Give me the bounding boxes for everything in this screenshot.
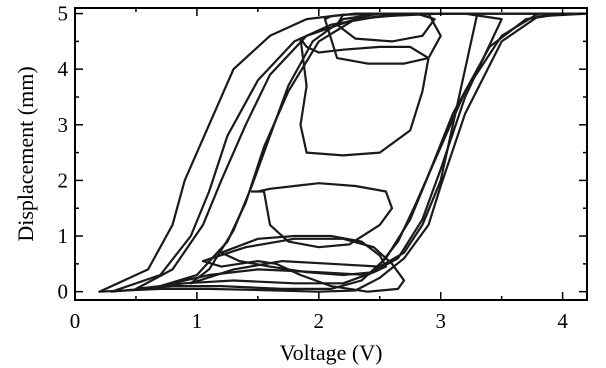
series-line-5: [189, 12, 479, 285]
series-line-3: [134, 12, 540, 290]
y-tick-label: 4: [58, 57, 69, 81]
y-tick-labels: 0 1 2 3 4 5: [58, 2, 69, 304]
series-line-8: [250, 182, 394, 249]
y-tick-label: 3: [58, 113, 69, 137]
x-tick-label: 0: [70, 309, 81, 333]
x-tick-label: 4: [557, 309, 568, 333]
x-tick-label: 3: [435, 309, 446, 333]
series-line-11: [336, 12, 436, 43]
axis-ticks: [74, 8, 587, 300]
series-line-1: [98, 12, 589, 293]
y-tick-label: 0: [58, 280, 69, 304]
x-tick-label: 1: [192, 309, 203, 333]
series-line-2: [110, 12, 564, 293]
series-line-7: [220, 234, 387, 277]
y-tick-label: 1: [58, 224, 69, 248]
plot-frame: [74, 7, 588, 301]
curves-layer: [98, 12, 589, 293]
series-line-9: [299, 37, 430, 157]
x-axis-label: Voltage (V): [280, 340, 383, 365]
y-axis-label: Displacement (mm): [13, 66, 38, 241]
x-tick-label: 2: [314, 309, 325, 333]
x-tick-labels: 0 1 2 3 4: [70, 309, 569, 333]
y-tick-label: 2: [58, 168, 69, 192]
y-tick-label: 5: [58, 2, 69, 26]
